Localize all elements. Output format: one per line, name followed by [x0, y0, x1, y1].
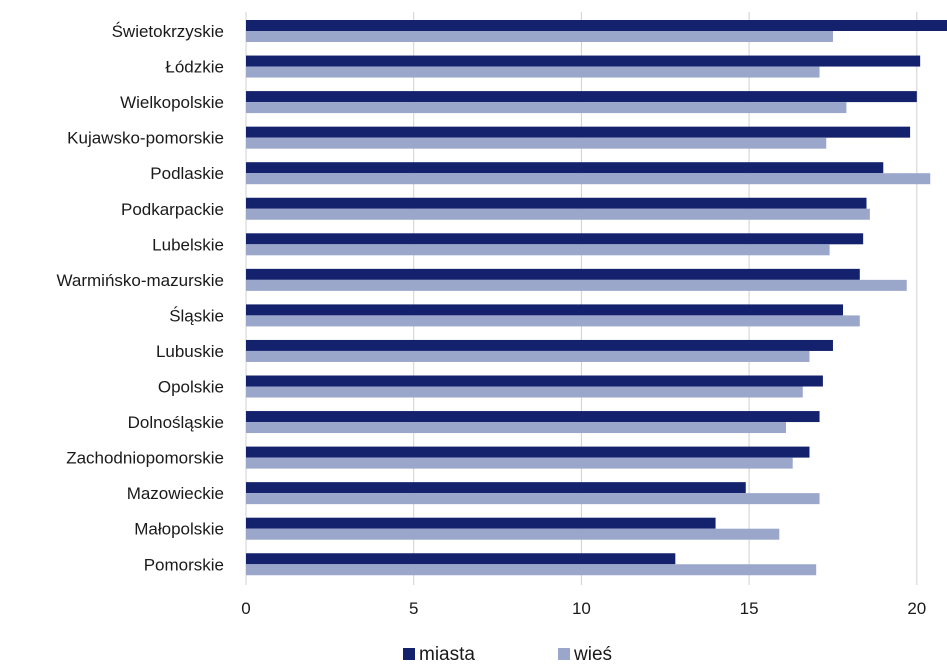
x-tick-label: 10	[572, 599, 591, 618]
bar-miasta	[246, 304, 844, 316]
bar-miasta	[246, 375, 823, 387]
category-label: Lubuskie	[156, 342, 224, 361]
bar-miasta	[246, 268, 860, 280]
x-tick-label: 0	[241, 599, 250, 618]
bar-wieś	[246, 173, 931, 185]
x-tick-labels: 0 5 10 15 20	[241, 599, 926, 618]
category-label: Podlaskie	[150, 164, 224, 183]
bar-wieś	[246, 528, 780, 540]
category-label: Warmińsko-mazurskie	[56, 271, 224, 290]
bar-miasta	[246, 162, 884, 174]
bar-miasta	[246, 553, 676, 565]
category-label: Śląskie	[169, 306, 224, 325]
bar-wieś	[246, 137, 827, 149]
bar-wieś	[246, 279, 907, 291]
x-tick-label: 15	[740, 599, 759, 618]
bar-miasta	[246, 197, 867, 209]
bars	[246, 20, 947, 576]
legend-swatch-miasta	[403, 648, 415, 660]
bar-wieś	[246, 386, 803, 398]
category-label: Wielkopolskie	[120, 93, 224, 112]
category-label: Dolnośląskie	[128, 413, 224, 432]
category-label: Łódzkie	[165, 58, 224, 77]
bar-wieś	[246, 244, 830, 256]
bar-wieś	[246, 422, 787, 434]
bar-wieś	[246, 315, 860, 327]
bar-miasta	[246, 91, 917, 103]
bar-wieś	[246, 102, 847, 114]
bar-miasta	[246, 446, 810, 458]
category-label: Małopolskie	[134, 520, 224, 539]
bar-wieś	[246, 31, 833, 42]
category-label: Opolskie	[158, 378, 224, 397]
legend-label-miasta: miasta	[419, 644, 475, 665]
bar-miasta	[246, 233, 864, 245]
legend-label-wieś: wieś	[573, 644, 612, 665]
category-label: Zachodniopomorskie	[66, 449, 224, 468]
bar-wieś	[246, 457, 793, 469]
category-label: Pomorskie	[144, 555, 224, 574]
category-labels: Świetokrzyskie Łódzkie Wielkopolskie Kujaws…	[56, 22, 224, 574]
x-tick-label: 20	[907, 599, 926, 618]
legend-swatch-wieś	[558, 648, 570, 660]
legend: miasta wieś	[403, 644, 612, 665]
bar-miasta	[246, 55, 921, 67]
bar-miasta	[246, 482, 746, 494]
bar-miasta	[246, 20, 947, 31]
bar-wieś	[246, 493, 820, 505]
category-label: Kujawsko-pomorskie	[67, 129, 224, 148]
category-label: Mazowieckie	[127, 484, 224, 503]
bar-wieś	[246, 564, 817, 576]
bar-miasta	[246, 126, 911, 138]
bar-wieś	[246, 350, 810, 362]
category-label: Lubelskie	[152, 235, 224, 254]
bar-miasta	[246, 339, 833, 351]
bar-wieś	[246, 66, 820, 78]
bar-miasta	[246, 517, 716, 529]
x-tick-label: 5	[409, 599, 418, 618]
category-label: Podkarpackie	[121, 200, 224, 219]
category-label: Świetokrzyskie	[112, 22, 224, 41]
bar-miasta	[246, 411, 820, 423]
bar-wieś	[246, 208, 870, 220]
